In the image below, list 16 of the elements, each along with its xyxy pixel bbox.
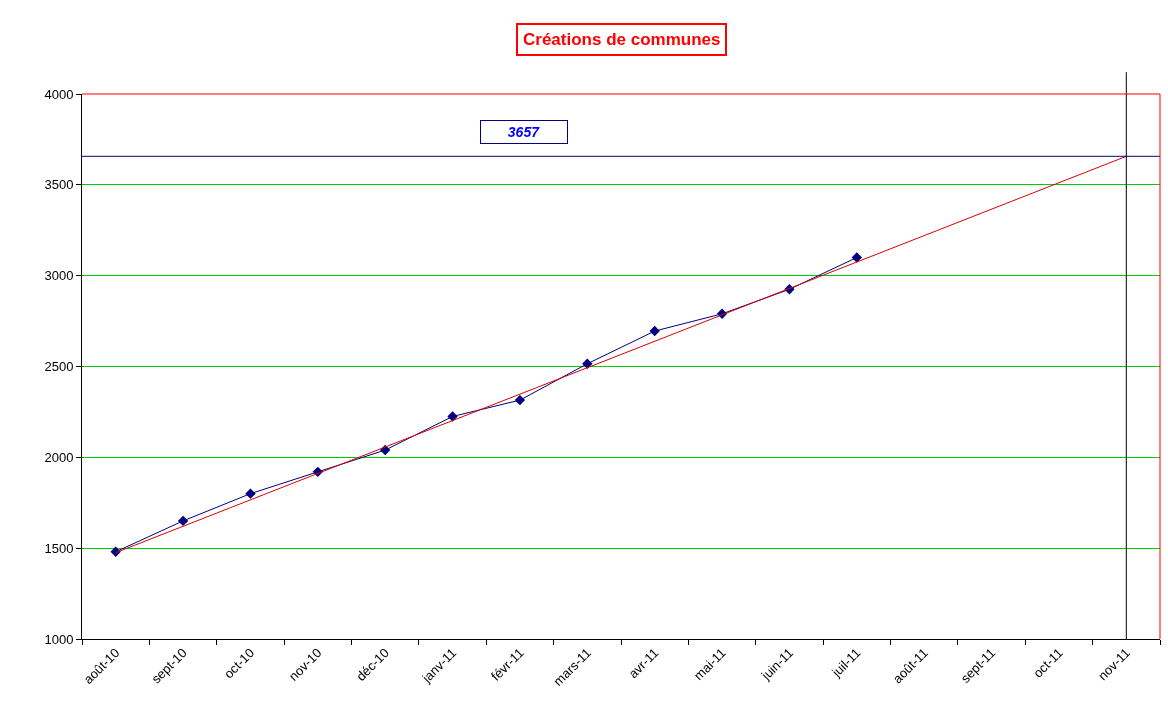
point	[514, 394, 526, 406]
y-tick-label: 1000	[44, 631, 74, 647]
ref-line-label: 3657	[507, 124, 541, 140]
y-tick-label: 2000	[44, 449, 74, 465]
point	[379, 444, 391, 456]
y-tick-label: 4000	[44, 86, 74, 102]
point	[177, 515, 189, 527]
y-tick-label: 2500	[44, 359, 74, 375]
point	[245, 488, 256, 499]
y-tick-label: 1500	[44, 540, 74, 556]
y-tick-label: 3000	[44, 268, 74, 284]
point	[649, 325, 660, 337]
point	[582, 358, 593, 369]
point	[447, 411, 458, 422]
chart-title: Créations de communes	[523, 30, 721, 49]
y-tick-label: 3500	[44, 177, 74, 193]
